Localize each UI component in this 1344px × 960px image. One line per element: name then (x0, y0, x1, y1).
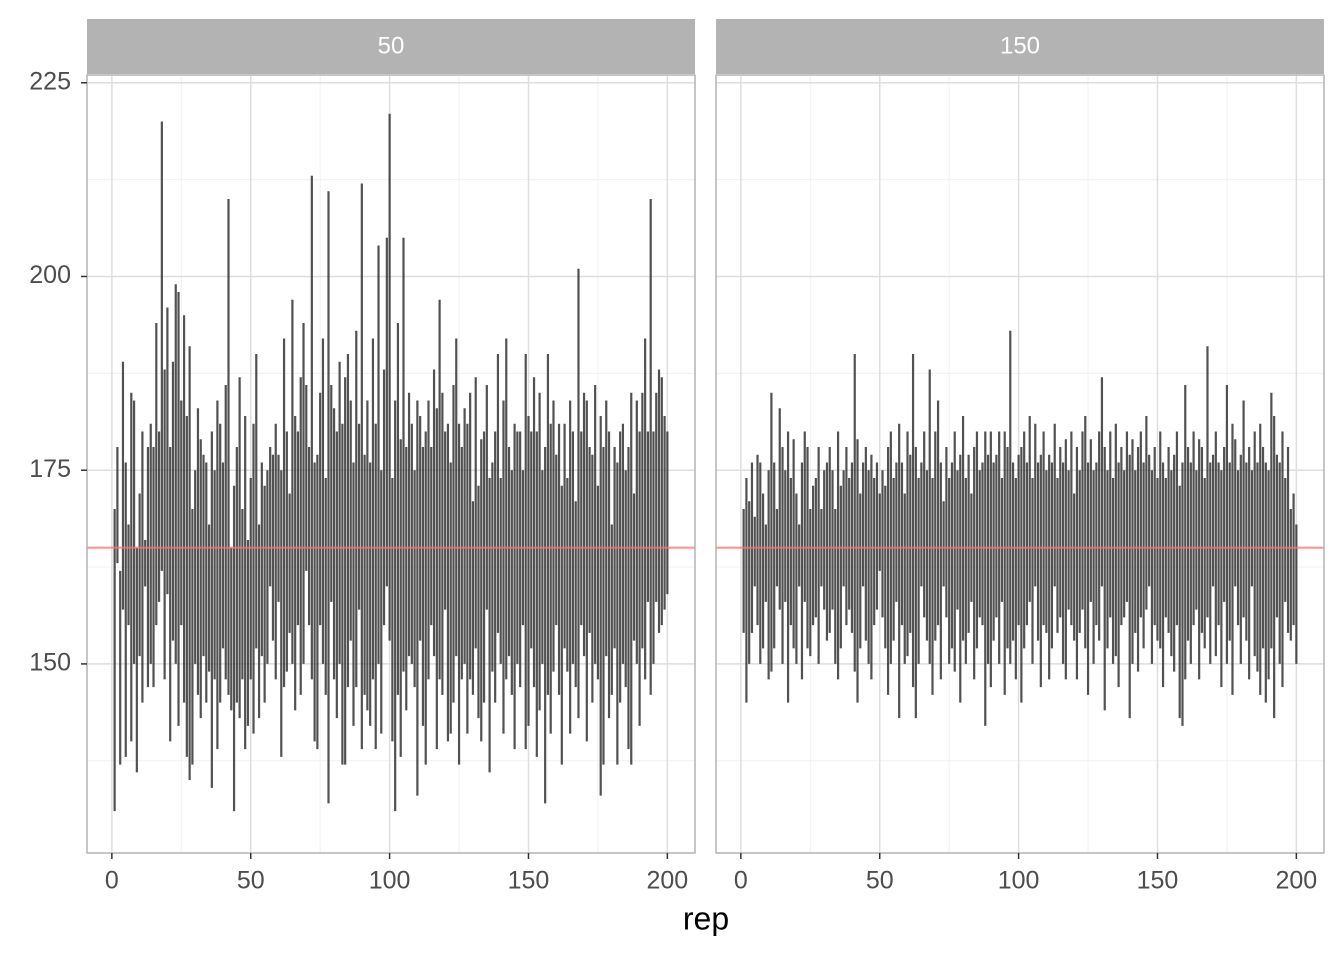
x-tick-label: 200 (647, 867, 689, 895)
x-tick-label: 0 (105, 867, 119, 895)
panel-background (716, 75, 1324, 853)
x-tick-label: 100 (369, 867, 411, 895)
x-tick-label: 50 (866, 867, 894, 895)
strip (87, 19, 695, 74)
panel-border (715, 74, 1325, 854)
y-tick-label: 225 (29, 67, 71, 95)
y-tick-label: 175 (29, 455, 71, 483)
y-tick-label: 200 (29, 261, 71, 289)
strip (716, 19, 1324, 74)
x-tick-label: 50 (237, 867, 265, 895)
strip-label: 50 (378, 32, 405, 59)
x-tick-label: 200 (1276, 867, 1318, 895)
x-tick-label: 150 (1137, 867, 1179, 895)
panel-background (87, 75, 695, 853)
y-tick-label: 150 (29, 649, 71, 677)
strip-label: 150 (1000, 32, 1040, 59)
x-axis-title: rep (683, 900, 729, 936)
x-tick-label: 0 (734, 867, 748, 895)
panel-border (86, 74, 696, 854)
x-tick-label: 150 (508, 867, 550, 895)
x-tick-label: 100 (998, 867, 1040, 895)
